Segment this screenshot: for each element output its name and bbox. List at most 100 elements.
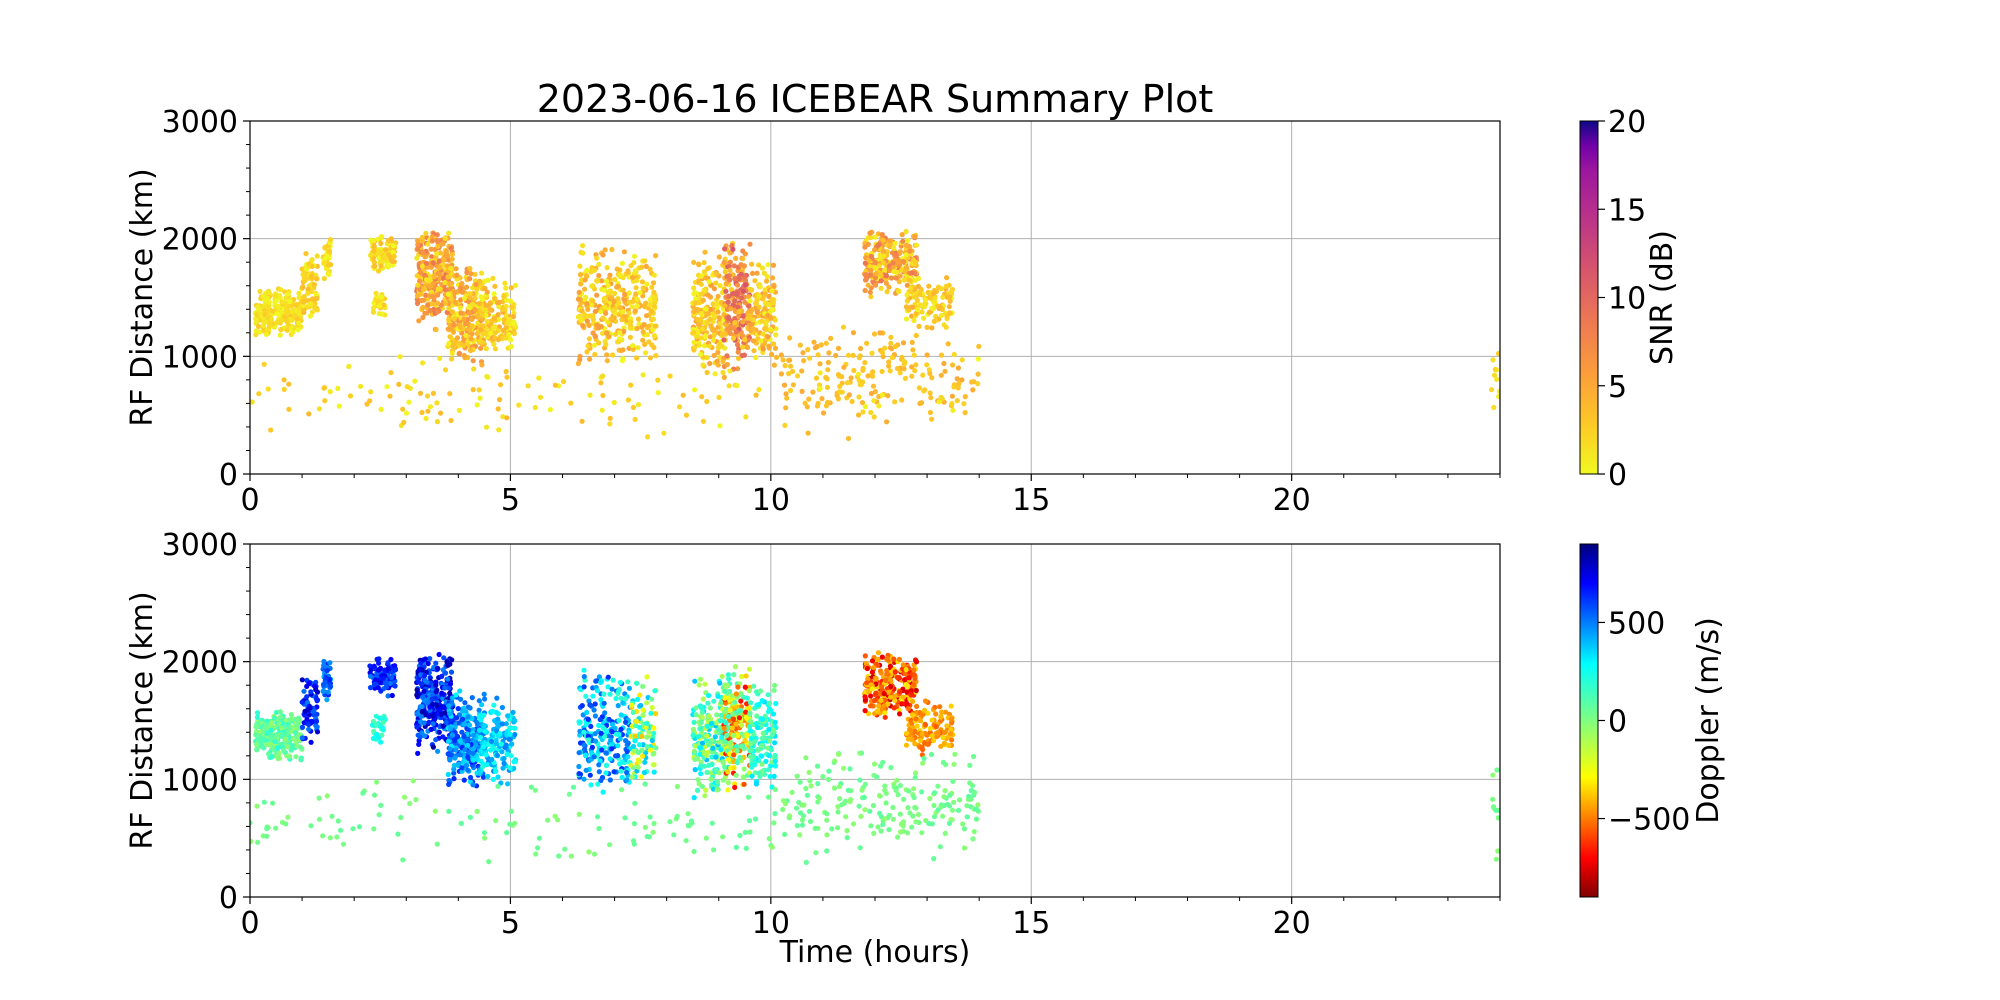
data-point bbox=[705, 310, 712, 317]
data-point bbox=[483, 752, 489, 758]
data-point bbox=[404, 384, 410, 390]
data-point bbox=[435, 243, 441, 249]
data-point bbox=[697, 676, 704, 682]
data-point bbox=[739, 722, 745, 728]
data-point bbox=[426, 719, 432, 725]
data-point bbox=[422, 733, 428, 739]
data-point bbox=[294, 718, 301, 724]
data-point bbox=[950, 362, 956, 368]
data-point bbox=[875, 231, 882, 237]
data-point bbox=[949, 400, 955, 407]
data-point bbox=[260, 322, 266, 328]
data-point bbox=[493, 768, 499, 775]
data-point bbox=[637, 290, 643, 296]
data-point bbox=[620, 287, 626, 293]
data-point bbox=[719, 343, 725, 349]
data-point bbox=[705, 700, 711, 706]
data-point bbox=[732, 276, 738, 282]
data-point bbox=[911, 317, 917, 324]
data-point bbox=[470, 782, 476, 788]
data-point bbox=[476, 301, 482, 307]
data-point bbox=[703, 306, 709, 312]
data-point bbox=[403, 410, 410, 416]
data-point bbox=[496, 299, 502, 305]
data-point bbox=[618, 726, 624, 733]
data-point bbox=[732, 664, 739, 670]
data-point bbox=[313, 276, 319, 282]
data-point bbox=[714, 712, 720, 718]
data-point bbox=[970, 387, 976, 393]
data-point bbox=[434, 400, 440, 406]
data-point bbox=[423, 712, 429, 718]
data-point bbox=[867, 230, 873, 236]
data-point bbox=[401, 419, 407, 425]
data-point bbox=[733, 255, 739, 261]
data-point bbox=[766, 700, 773, 706]
data-point bbox=[880, 248, 887, 254]
data-point bbox=[500, 307, 506, 313]
data-point bbox=[604, 352, 610, 358]
data-point bbox=[762, 305, 768, 311]
data-point bbox=[699, 709, 705, 715]
data-point bbox=[445, 291, 451, 297]
data-point bbox=[753, 392, 759, 398]
data-point bbox=[769, 288, 775, 294]
data-point bbox=[916, 323, 922, 329]
data-point bbox=[463, 321, 469, 327]
data-point bbox=[447, 391, 453, 397]
data-point bbox=[696, 682, 702, 688]
data-point bbox=[595, 781, 601, 787]
data-point bbox=[299, 724, 306, 731]
data-point bbox=[386, 251, 392, 258]
data-point bbox=[449, 732, 455, 738]
data-point bbox=[908, 285, 914, 291]
data-point bbox=[598, 697, 604, 703]
data-point bbox=[818, 342, 824, 348]
data-point bbox=[691, 285, 697, 291]
data-point bbox=[705, 266, 711, 272]
data-point bbox=[598, 309, 604, 315]
data-point bbox=[706, 692, 712, 699]
data-point bbox=[604, 358, 610, 364]
data-point bbox=[914, 306, 921, 312]
data-point bbox=[418, 270, 424, 276]
data-point bbox=[736, 312, 742, 318]
data-point bbox=[513, 282, 519, 288]
data-point bbox=[491, 341, 497, 347]
data-point bbox=[469, 301, 476, 307]
data-point bbox=[431, 717, 437, 723]
data-point bbox=[480, 774, 486, 780]
data-point bbox=[771, 773, 777, 780]
data-point bbox=[817, 385, 823, 392]
data-point bbox=[693, 712, 699, 718]
data-point bbox=[479, 316, 485, 322]
data-point bbox=[596, 674, 603, 680]
data-point bbox=[605, 674, 611, 680]
top-y-tick-label: 2000 bbox=[162, 223, 238, 258]
data-point bbox=[622, 696, 629, 702]
data-point bbox=[586, 698, 592, 704]
data-point bbox=[947, 310, 953, 316]
data-point bbox=[609, 728, 615, 735]
data-point bbox=[890, 260, 896, 266]
data-point bbox=[805, 430, 811, 436]
data-point bbox=[850, 330, 857, 336]
data-point bbox=[265, 386, 271, 392]
data-point bbox=[905, 237, 911, 244]
data-point bbox=[615, 743, 621, 749]
data-point bbox=[367, 685, 374, 691]
data-point bbox=[416, 666, 423, 672]
data-point bbox=[603, 341, 609, 348]
data-point bbox=[765, 709, 772, 715]
data-point bbox=[576, 771, 582, 777]
data-point bbox=[765, 262, 771, 268]
data-point bbox=[427, 656, 433, 662]
data-point bbox=[722, 764, 728, 770]
data-point bbox=[726, 676, 732, 682]
data-point bbox=[699, 783, 705, 790]
data-point bbox=[293, 730, 299, 736]
data-point bbox=[709, 754, 715, 760]
data-point bbox=[638, 702, 644, 709]
data-point bbox=[434, 309, 441, 315]
data-point bbox=[482, 696, 488, 702]
